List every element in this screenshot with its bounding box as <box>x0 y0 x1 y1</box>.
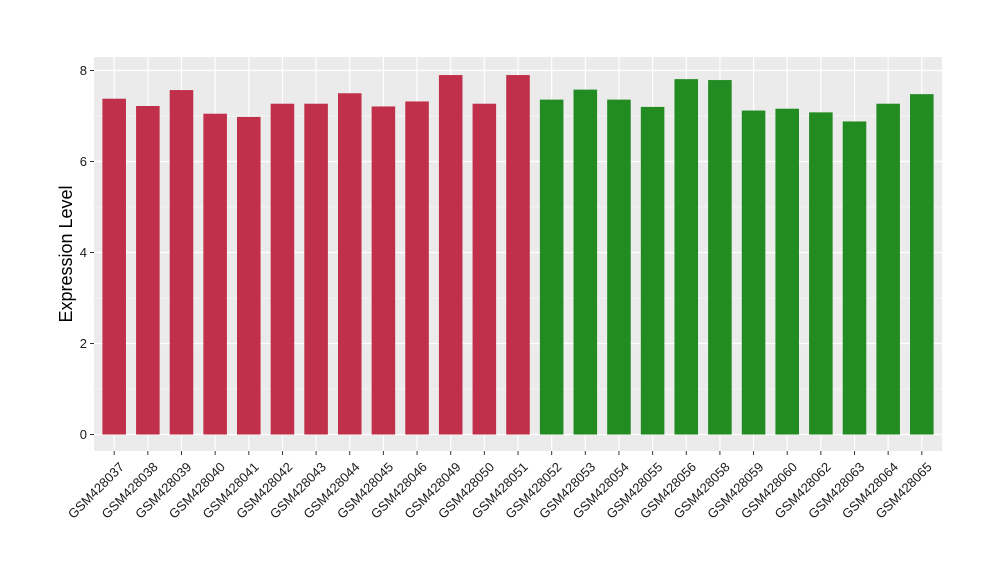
y-tick-label: 4 <box>80 245 87 260</box>
bar-GSM428050 <box>472 103 497 435</box>
y-axis-title: Expression Level <box>56 185 76 322</box>
bar-GSM428040 <box>203 113 227 435</box>
bar-GSM428054 <box>607 99 631 435</box>
bar-GSM428060 <box>775 108 799 435</box>
bar-GSM428063 <box>842 121 867 435</box>
bar-GSM428043 <box>304 103 328 435</box>
bar-GSM428053 <box>573 89 598 435</box>
bar-GSM428059 <box>741 110 766 435</box>
bar-GSM428065 <box>910 94 934 435</box>
y-tick-label: 0 <box>80 427 87 442</box>
bar-GSM428051 <box>506 75 530 435</box>
y-axis: 0 2 4 6 8 <box>80 63 94 442</box>
bar-GSM428064 <box>876 103 900 435</box>
bar-GSM428039 <box>169 90 194 435</box>
bar-GSM428044 <box>337 93 362 435</box>
bar-GSM428052 <box>539 99 564 435</box>
y-tick-label: 2 <box>80 336 87 351</box>
bar-GSM428058 <box>708 80 732 435</box>
bar-GSM428042 <box>270 103 295 435</box>
bar-GSM428055 <box>640 106 665 435</box>
bar-GSM428056 <box>674 79 699 435</box>
y-tick-label: 6 <box>80 154 87 169</box>
y-tick-label: 8 <box>80 63 87 78</box>
bar-GSM428041 <box>237 116 261 435</box>
bar-GSM428062 <box>809 112 833 435</box>
bar-GSM428038 <box>136 105 160 435</box>
x-axis: GSM428037GSM428038GSM428039GSM428040GSM4… <box>65 451 935 522</box>
bar-GSM428046 <box>405 101 429 435</box>
bars <box>102 75 934 435</box>
bar-GSM428037 <box>102 98 126 435</box>
bar-GSM428049 <box>438 75 463 435</box>
bar-GSM428045 <box>371 106 396 435</box>
